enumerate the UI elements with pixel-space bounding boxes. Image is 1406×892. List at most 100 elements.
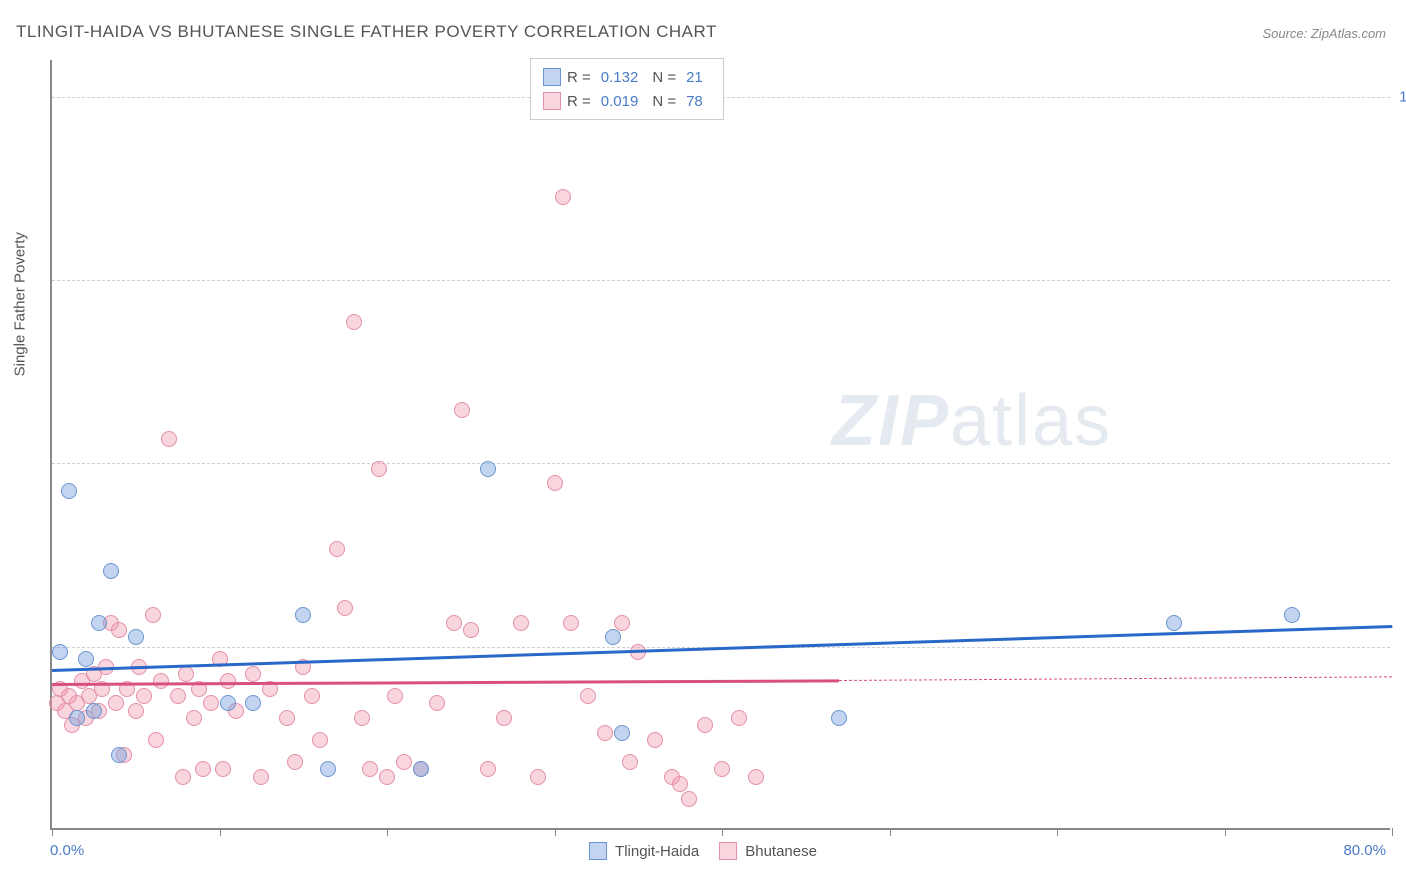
series-a-point xyxy=(295,607,311,623)
series-a-point xyxy=(61,483,77,499)
series-b-point xyxy=(387,688,403,704)
chart-source: Source: ZipAtlas.com xyxy=(1262,26,1386,41)
y-axis-title: Single Father Poverty xyxy=(12,232,29,376)
series-b-point xyxy=(446,615,462,631)
series-legend: Tlingit-Haida Bhutanese xyxy=(589,842,817,860)
series-a-point xyxy=(605,629,621,645)
x-tick xyxy=(890,828,891,836)
series-b-point xyxy=(148,732,164,748)
series-a-point xyxy=(480,461,496,477)
stats-n-value-b: 78 xyxy=(686,93,703,110)
gridline xyxy=(52,280,1390,281)
series-b-point xyxy=(337,600,353,616)
series-a-point xyxy=(86,703,102,719)
stats-r-value-a: 0.132 xyxy=(601,69,639,86)
series-a-point xyxy=(1284,607,1300,623)
series-b-point xyxy=(748,769,764,785)
series-b-point xyxy=(731,710,747,726)
legend-swatch-b xyxy=(543,92,561,110)
series-b-point xyxy=(681,791,697,807)
series-b-point xyxy=(697,717,713,733)
x-tick xyxy=(52,828,53,836)
series-a-point xyxy=(320,761,336,777)
correlation-chart: TLINGIT-HAIDA VS BHUTANESE SINGLE FATHER… xyxy=(0,0,1406,892)
series-a-point xyxy=(614,725,630,741)
series-b-point xyxy=(647,732,663,748)
series-b-point xyxy=(253,769,269,785)
series-b-point xyxy=(287,754,303,770)
series-b-point xyxy=(145,607,161,623)
stats-n-value-a: 21 xyxy=(686,69,703,86)
x-tick xyxy=(1225,828,1226,836)
stats-r-label: R = xyxy=(567,69,591,86)
series-a-point xyxy=(245,695,261,711)
x-tick xyxy=(1392,828,1393,836)
watermark-atlas: atlas xyxy=(950,381,1112,461)
series-b-point xyxy=(622,754,638,770)
series-a-point xyxy=(831,710,847,726)
series-b-point xyxy=(530,769,546,785)
series-b-point xyxy=(128,703,144,719)
series-b-point xyxy=(555,189,571,205)
series-b-point xyxy=(454,402,470,418)
series-b-point xyxy=(580,688,596,704)
legend-swatch-a xyxy=(543,68,561,86)
series-b-point xyxy=(371,461,387,477)
series-b-point xyxy=(329,541,345,557)
series-a-point xyxy=(78,651,94,667)
series-b-point xyxy=(111,622,127,638)
y-tick-label: 100.0% xyxy=(1399,88,1406,105)
series-a-point xyxy=(413,761,429,777)
series-b-point xyxy=(362,761,378,777)
series-b-point xyxy=(153,673,169,689)
series-b-point xyxy=(614,615,630,631)
series-b-point xyxy=(178,666,194,682)
series-b-point xyxy=(480,761,496,777)
stats-legend-row-b: R = 0.019 N = 78 xyxy=(543,89,711,113)
stats-n-label: N = xyxy=(652,69,676,86)
series-a-point xyxy=(128,629,144,645)
series-b-point xyxy=(672,776,688,792)
stats-legend-row-a: R = 0.132 N = 21 xyxy=(543,65,711,89)
plot-area: ZIPatlas 25.0%50.0%75.0%100.0% xyxy=(50,60,1390,830)
series-b-point xyxy=(429,695,445,711)
legend-item-b: Bhutanese xyxy=(719,842,817,860)
legend-label-a: Tlingit-Haida xyxy=(615,843,699,860)
series-a-point xyxy=(69,710,85,726)
x-tick xyxy=(387,828,388,836)
legend-item-a: Tlingit-Haida xyxy=(589,842,699,860)
series-b-point xyxy=(136,688,152,704)
series-b-point xyxy=(312,732,328,748)
series-b-point xyxy=(245,666,261,682)
stats-r-label-b: R = xyxy=(567,93,591,110)
series-b-point xyxy=(203,695,219,711)
series-b-point xyxy=(195,761,211,777)
series-b-point xyxy=(304,688,320,704)
trend-line-a xyxy=(52,625,1392,671)
series-b-point xyxy=(513,615,529,631)
watermark: ZIPatlas xyxy=(832,380,1112,462)
series-b-point xyxy=(563,615,579,631)
chart-title: TLINGIT-HAIDA VS BHUTANESE SINGLE FATHER… xyxy=(16,22,717,42)
series-b-point xyxy=(161,431,177,447)
series-b-point xyxy=(396,754,412,770)
series-b-point xyxy=(463,622,479,638)
stats-legend: R = 0.132 N = 21 R = 0.019 N = 78 xyxy=(530,58,724,120)
series-b-point xyxy=(714,761,730,777)
series-b-point xyxy=(379,769,395,785)
stats-r-value-b: 0.019 xyxy=(601,93,639,110)
gridline xyxy=(52,463,1390,464)
series-a-point xyxy=(111,747,127,763)
series-b-point xyxy=(186,710,202,726)
series-b-point xyxy=(215,761,231,777)
series-b-point xyxy=(597,725,613,741)
series-b-point xyxy=(496,710,512,726)
series-b-point xyxy=(108,695,124,711)
series-b-point xyxy=(346,314,362,330)
series-b-point xyxy=(354,710,370,726)
x-axis-max-label: 80.0% xyxy=(1343,842,1386,859)
x-tick xyxy=(220,828,221,836)
series-a-point xyxy=(91,615,107,631)
legend-label-b: Bhutanese xyxy=(745,843,817,860)
series-a-point xyxy=(1166,615,1182,631)
